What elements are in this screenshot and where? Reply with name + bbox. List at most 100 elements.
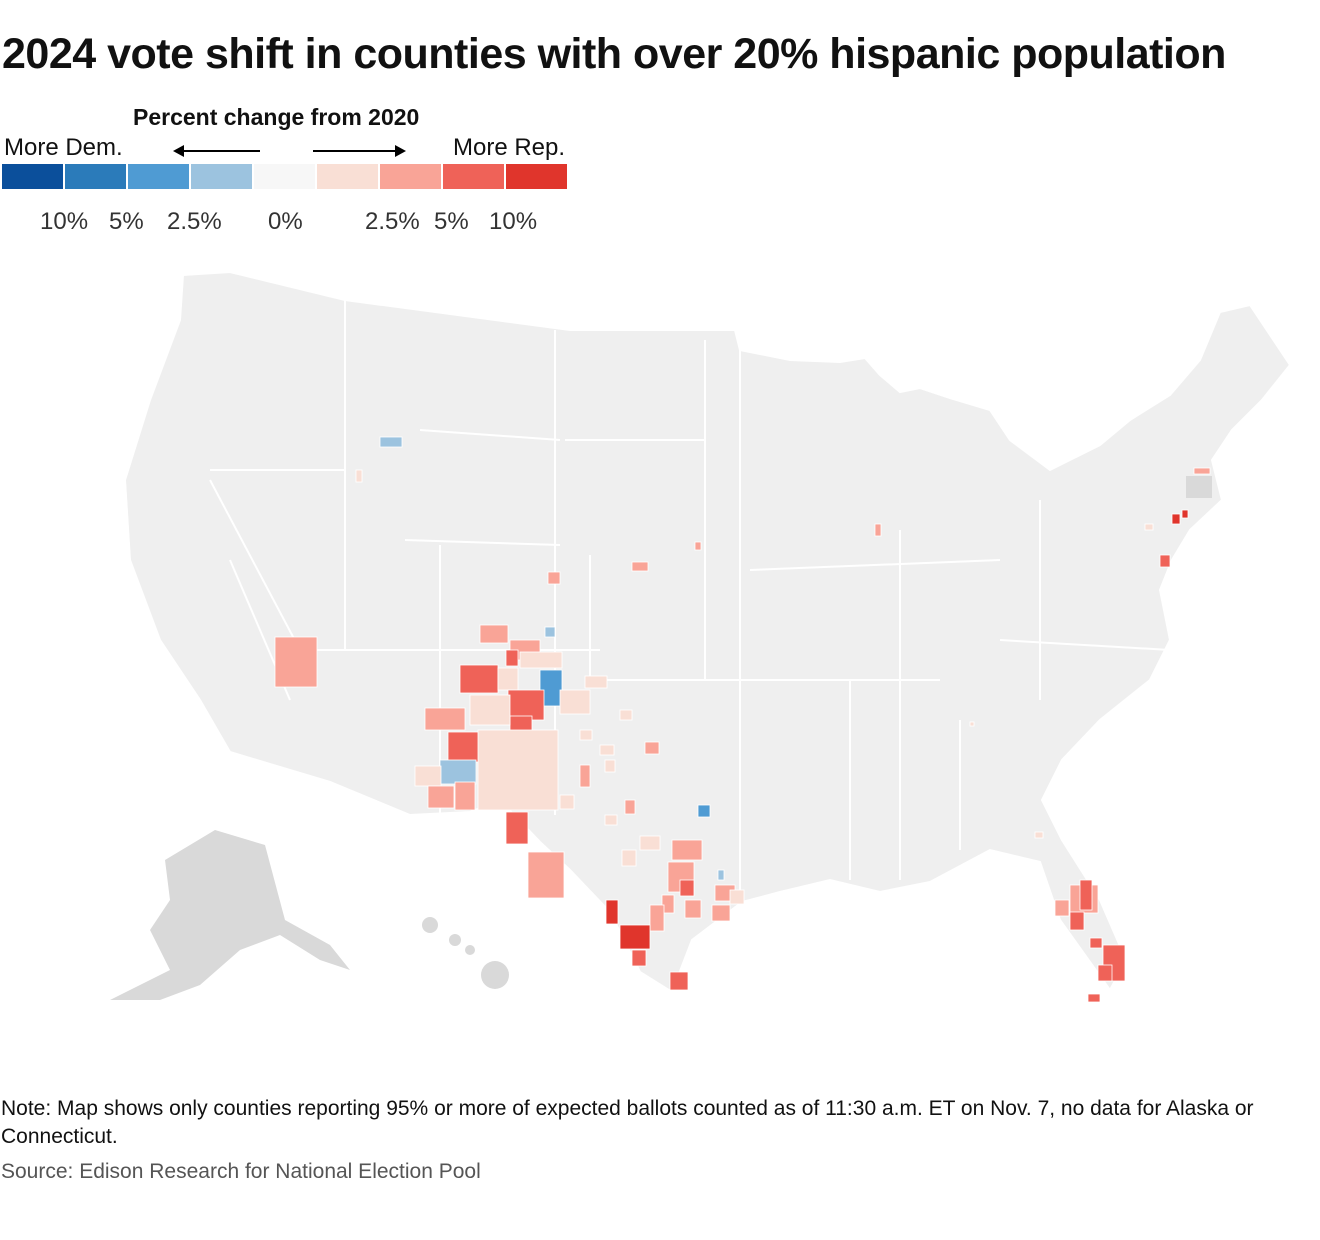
- county-patch: [671, 839, 703, 861]
- county-patch: [507, 689, 545, 721]
- state-border: [419, 429, 561, 441]
- county-patch: [969, 721, 975, 727]
- county-patch: [497, 667, 519, 691]
- county-patch: [559, 689, 591, 715]
- county-patch: [1079, 879, 1093, 911]
- arrow-right-icon: [313, 145, 406, 157]
- county-patch: [684, 899, 702, 919]
- state-border: [209, 479, 301, 651]
- county-patch: [621, 849, 637, 867]
- state-border: [999, 639, 1171, 651]
- county-patch: [454, 781, 476, 811]
- county-patch: [604, 814, 618, 826]
- county-patch: [649, 904, 665, 932]
- us-county-map: [110, 270, 1292, 1003]
- county-patch: [624, 799, 636, 815]
- state-border: [749, 559, 1001, 571]
- county-patch: [414, 765, 442, 787]
- county-patch: [1193, 467, 1211, 475]
- county-patch: [711, 904, 731, 922]
- legend-tick: 10%: [489, 208, 538, 235]
- county-patch: [559, 794, 575, 810]
- county-patch: [547, 571, 561, 585]
- legend-more-rep-label: More Rep.: [453, 134, 566, 161]
- county-patch: [1069, 911, 1085, 931]
- county-patch: [1089, 937, 1103, 949]
- county-patch: [874, 523, 882, 537]
- county-patch: [1097, 964, 1113, 982]
- county-patch: [619, 709, 633, 721]
- map-source: Source: Edison Research for National Ele…: [1, 1160, 481, 1183]
- legend-tick: 0%: [268, 208, 303, 235]
- contiguous-us: [123, 270, 1292, 994]
- state-borders: [209, 300, 1171, 900]
- county-patch: [669, 971, 689, 991]
- legend-tick: 5%: [109, 208, 144, 235]
- county-patch: [469, 694, 511, 726]
- legend-tick: 2.5%: [167, 208, 222, 235]
- legend-swatch: [317, 164, 378, 189]
- connecticut: [1186, 476, 1212, 498]
- county-patch: [579, 764, 591, 788]
- hawaii-island: [422, 917, 438, 933]
- county-patch: [579, 729, 593, 741]
- hawaii-island: [481, 961, 509, 989]
- county-patch: [544, 626, 556, 638]
- legend-swatch: [506, 164, 567, 189]
- county-patch: [519, 651, 563, 669]
- legend-swatch: [254, 164, 315, 189]
- county-patch: [477, 729, 559, 811]
- county-patch: [599, 744, 615, 756]
- legend-swatch: [65, 164, 126, 189]
- county-patch: [539, 669, 563, 707]
- legend-swatch: [443, 164, 504, 189]
- county-patch: [1054, 899, 1070, 917]
- alaska: [110, 830, 350, 1000]
- county-patch: [424, 707, 466, 731]
- county-patch: [679, 879, 695, 897]
- county-patch: [527, 851, 565, 899]
- map-note: Note: Map shows only counties reporting …: [1, 1097, 1254, 1148]
- county-patch: [694, 541, 702, 551]
- county-patch: [1181, 509, 1189, 519]
- county-patch: [505, 811, 529, 845]
- legend-tick: 5%: [434, 208, 469, 235]
- legend-tick: 10%: [40, 208, 89, 235]
- county-patch: [274, 636, 318, 688]
- hawaii-island: [465, 945, 475, 955]
- county-patch: [604, 759, 616, 773]
- county-patch: [1034, 831, 1044, 839]
- legend-swatch: [380, 164, 441, 189]
- county-patch: [697, 804, 711, 818]
- county-patch: [1087, 993, 1101, 1003]
- county-patch: [631, 949, 647, 967]
- hawaii-island: [449, 934, 461, 946]
- legend-tick: 2.5%: [365, 208, 420, 235]
- county-patch: [505, 649, 519, 667]
- county-patch: [644, 741, 660, 755]
- county-patch: [717, 869, 725, 881]
- chart-title: 2024 vote shift in counties with over 20…: [2, 30, 1226, 78]
- county-patch: [1144, 523, 1154, 531]
- county-patch: [584, 675, 608, 689]
- legend-swatch: [2, 164, 63, 189]
- county-patch: [479, 624, 509, 644]
- county-patch: [379, 436, 403, 448]
- county-patch: [355, 469, 363, 483]
- county-patch: [439, 759, 477, 785]
- arrow-left-icon: [173, 145, 260, 157]
- county-patch: [729, 889, 745, 905]
- county-patch: [661, 894, 675, 914]
- county-patch: [1159, 554, 1171, 568]
- county-patch: [605, 899, 619, 925]
- legend-color-scale: [2, 164, 567, 189]
- legend-arrows: [173, 145, 406, 157]
- county-patch: [619, 924, 651, 950]
- legend-swatch: [128, 164, 189, 189]
- state-border: [404, 539, 561, 546]
- county-patch: [1171, 513, 1181, 525]
- legend-more-dem-label: More Dem.: [4, 134, 123, 161]
- map-base: [110, 270, 1292, 1000]
- county-shift-layer: [274, 436, 1211, 1003]
- county-patch: [427, 785, 455, 809]
